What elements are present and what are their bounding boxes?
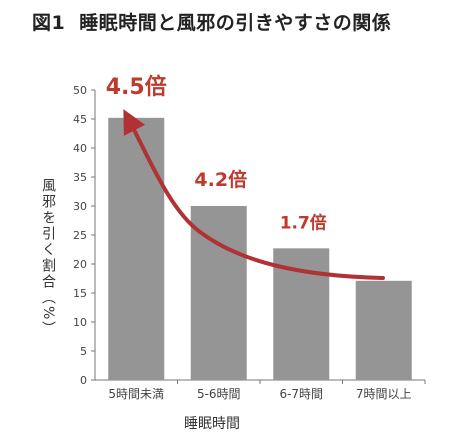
trend-arrow	[123, 109, 385, 280]
y-tick-label: 35	[73, 171, 87, 184]
y-tick-label: 40	[73, 142, 87, 155]
y-tick-label: 5	[80, 345, 87, 358]
bar	[108, 117, 165, 380]
ratio-annotation: 1.7倍	[280, 212, 327, 233]
figure-number: 図1	[32, 12, 66, 34]
y-tick-label: 10	[73, 316, 87, 329]
ratio-annotation: 4.2倍	[194, 168, 247, 191]
y-tick-label: 45	[73, 113, 87, 126]
y-tick-label: 0	[80, 374, 87, 387]
title-text: 睡眠時間と風邪の引きやすさの関係	[79, 12, 392, 34]
y-tick-label: 25	[73, 229, 87, 242]
bar	[190, 206, 247, 380]
bar	[355, 280, 412, 380]
y-tick-label: 15	[73, 287, 87, 300]
y-tick-label: 30	[73, 200, 87, 213]
x-tick-label: 7時間以上	[356, 387, 412, 401]
y-tick-label: 50	[73, 84, 87, 97]
x-axis-label: 睡眠時間	[184, 416, 240, 432]
ratio-annotation: 4.5倍	[106, 74, 167, 100]
chart-title: 図1 睡眠時間と風邪の引きやすさの関係	[32, 8, 391, 35]
x-tick-label: 5-6時間	[197, 387, 241, 401]
x-tick-label: 6-7時間	[279, 387, 323, 401]
y-axis-label: 風邪を引く割合（%）	[40, 178, 56, 338]
y-tick-label: 20	[73, 258, 87, 271]
x-tick-label: 5時間未満	[108, 387, 164, 401]
